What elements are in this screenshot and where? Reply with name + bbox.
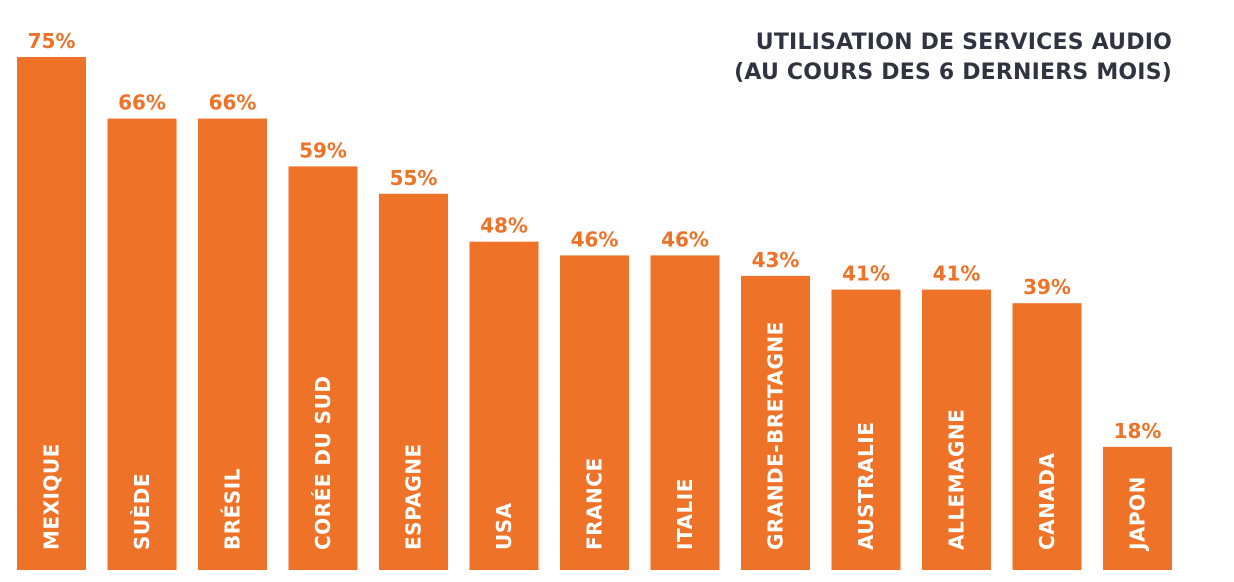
category-label: ALLEMAGNE: [945, 409, 969, 550]
bar-france: [560, 255, 629, 570]
bar-usa: [469, 241, 539, 570]
value-label: 55%: [390, 166, 438, 190]
bar-mexique: [17, 57, 86, 570]
value-label: 46%: [571, 227, 619, 251]
value-label: 43%: [752, 248, 800, 272]
value-label: 41%: [933, 262, 981, 286]
value-label: 41%: [842, 262, 890, 286]
value-label: 48%: [480, 214, 528, 238]
category-label: AUSTRALIE: [854, 422, 878, 550]
category-label: USA: [492, 502, 516, 550]
value-labels-group: 75% 66% 66% 59% 55% 48% 46% 46% 43% 41% 41% 39% 18%: [28, 29, 1162, 443]
category-label: FRANCE: [583, 457, 607, 550]
value-label: 39%: [1023, 275, 1071, 299]
bar-espagne: [379, 193, 448, 571]
bar-br-sil: [198, 118, 267, 570]
category-label: ITALIE: [673, 478, 697, 550]
category-label: CANADA: [1035, 453, 1059, 550]
category-label: JAPON: [1126, 476, 1150, 552]
category-labels-group: MEXIQUE SUÈDE BRÉSIL CORÉE DU SUD ESPAGNE USA…: [40, 321, 1150, 552]
value-label: 46%: [661, 227, 709, 251]
value-label: 18%: [1114, 419, 1162, 443]
bar-cor-e-du-sud: [288, 166, 358, 570]
bars-group: [17, 57, 1172, 571]
bar-allemagne: [922, 289, 991, 570]
value-label: 59%: [299, 138, 347, 162]
value-label: 75%: [28, 29, 76, 53]
category-label: SUÈDE: [130, 473, 154, 550]
category-label: ESPAGNE: [402, 443, 426, 550]
category-label: BRÉSIL: [221, 468, 245, 550]
category-label: CORÉE DU SUD: [311, 376, 335, 550]
value-label: 66%: [118, 91, 166, 115]
chart-title-line-2: (AU COURS DES 6 DERNIERS MOIS): [734, 60, 1172, 85]
category-label: GRANDE-BRETAGNE: [764, 321, 788, 550]
chart-title-line-1: UTILISATION DE SERVICES AUDIO: [755, 30, 1172, 55]
bar-canada: [1012, 303, 1082, 570]
bar-su-de: [107, 118, 177, 570]
bar-japon: [1103, 446, 1172, 570]
bar-grande-bretagne: [741, 275, 810, 570]
chart-title: UTILISATION DE SERVICES AUDIO (AU COURS …: [734, 28, 1172, 88]
value-label: 66%: [209, 91, 257, 115]
category-label: MEXIQUE: [40, 443, 64, 550]
bar-australie: [831, 289, 901, 570]
bar-italie: [650, 255, 720, 570]
